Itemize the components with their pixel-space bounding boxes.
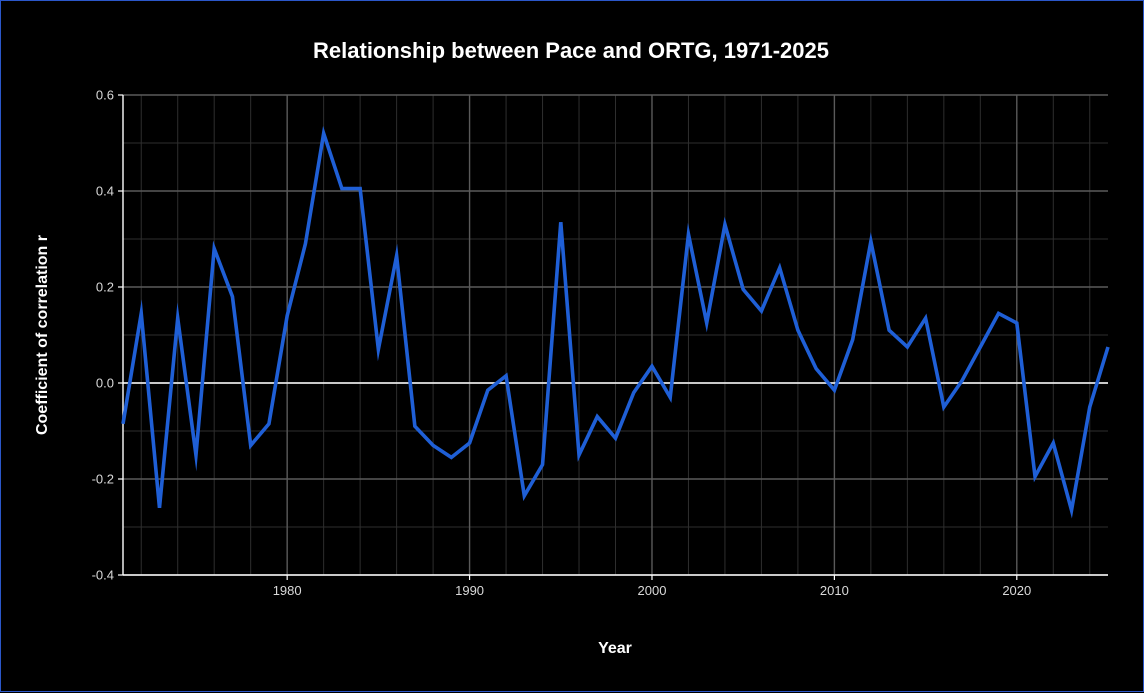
y-tick-label: 0.6 — [96, 88, 114, 103]
x-tick-label: 2000 — [638, 583, 667, 598]
grid — [123, 94, 1108, 576]
y-axis-title: Coefficient of correlation r — [34, 235, 51, 435]
series-layer — [121, 125, 1110, 519]
x-tick-label: 2020 — [1002, 583, 1031, 598]
x-tick-label: 2010 — [820, 583, 849, 598]
tick-labels: -0.4 -0.2 0.0 0.2 0.4 0.6 1980 1990 2000 2010 2020 — [92, 88, 1032, 599]
axes — [118, 94, 1108, 580]
x-tick-label: 1980 — [273, 583, 302, 598]
x-axis-title: Year — [598, 640, 632, 657]
chart-title: Relationship between Pace and ORTG, 1971… — [313, 38, 829, 63]
x-tick-label: 1990 — [455, 583, 484, 598]
y-tick-label: 0.4 — [96, 184, 114, 199]
y-tick-label: -0.4 — [92, 568, 114, 583]
y-tick-label: 0.2 — [96, 280, 114, 295]
series-line — [121, 125, 1110, 519]
y-tick-label: 0.0 — [96, 376, 114, 391]
y-tick-label: -0.2 — [92, 472, 114, 487]
